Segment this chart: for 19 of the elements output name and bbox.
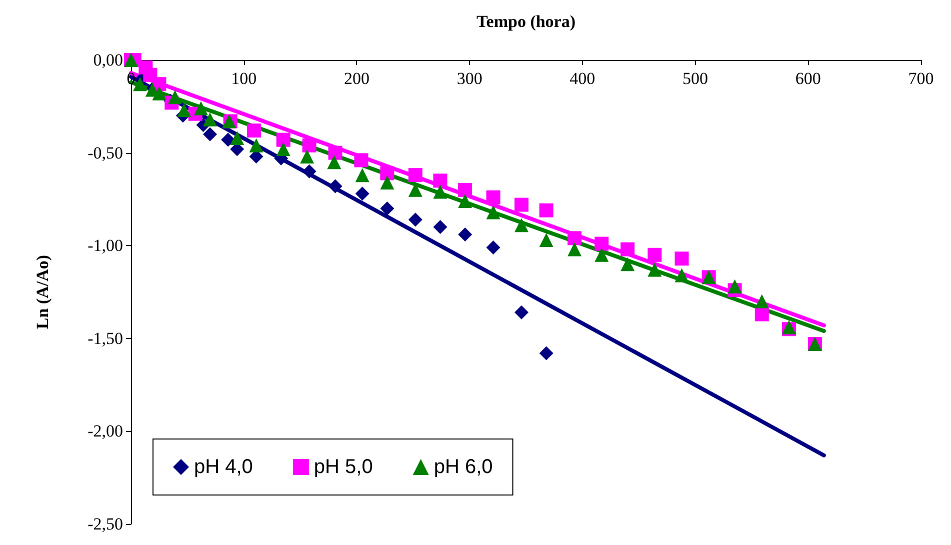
x-axis-title: Tempo (hora) (476, 12, 576, 31)
x-tick-label: 600 (795, 69, 821, 88)
x-tick-label: 300 (456, 69, 482, 88)
y-tick-label: -2,00 (88, 422, 123, 441)
y-tick-label: -1,00 (88, 236, 123, 256)
x-tick-label: 400 (570, 69, 596, 88)
y-tick-label: -2,50 (88, 514, 123, 534)
y-tick-label: -1,50 (88, 328, 123, 348)
y-tick-label: -0,50 (88, 143, 123, 162)
x-tick-label: 500 (682, 69, 708, 88)
x-tick-label: 0 (126, 69, 136, 88)
y-axis-title: Ln (A/Ao) (33, 254, 52, 330)
x-tick-label: 200 (344, 69, 370, 88)
legend-label: pH 5,0 (314, 456, 373, 478)
x-tick-label: 700 (908, 69, 934, 88)
y-tick-label: 0,00 (93, 50, 123, 70)
legend-label: pH 4,0 (194, 456, 253, 478)
x-tick-label: 100 (231, 69, 257, 88)
legend-label: pH 6,0 (434, 456, 493, 478)
